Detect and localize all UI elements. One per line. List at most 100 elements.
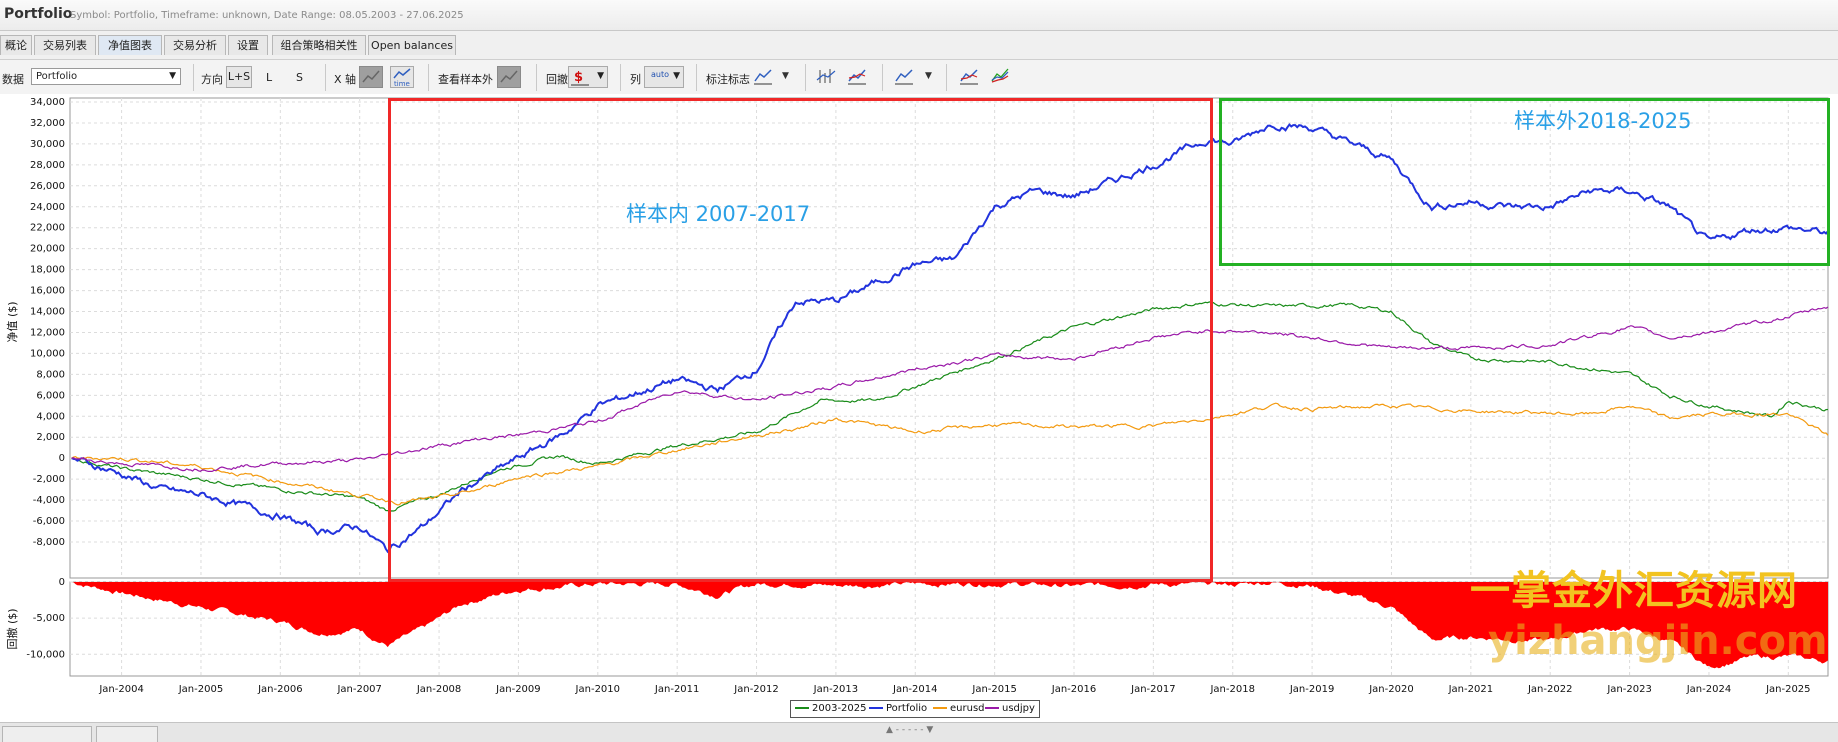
- x-tick-label: Jan-2021: [1448, 684, 1493, 695]
- tab-correlation[interactable]: 组合策略相关性: [272, 35, 366, 55]
- y-tick-label: -4,000: [33, 495, 65, 506]
- chart-mini-icon: [362, 70, 380, 83]
- separator: [193, 64, 194, 91]
- legend-label: usdjpy: [1002, 703, 1035, 714]
- in-sample-box: [388, 98, 1213, 582]
- equity-chart-area[interactable]: 34,000 32,000 30,000 28,000 26,000 24,000 22,0…: [0, 94, 1838, 722]
- y-tick-label: 6,000: [36, 390, 65, 401]
- auto-text: auto: [651, 70, 670, 79]
- window-title: Portfolio: [4, 6, 73, 22]
- y-tick-label: 12,000: [30, 327, 65, 338]
- legend-swatch: [869, 707, 883, 709]
- legend-swatch: [985, 707, 999, 709]
- drawdown-area: [71, 582, 1829, 669]
- series-line-eurusd: [71, 402, 1829, 506]
- x-tick-label: Jan-2019: [1289, 684, 1334, 695]
- separator: [805, 64, 806, 91]
- y-tick-label: 28,000: [30, 160, 65, 171]
- separator: [325, 64, 326, 91]
- legend-item: usdjpy: [985, 703, 1035, 714]
- markers-button[interactable]: [752, 66, 776, 88]
- multi-line-button[interactable]: [989, 66, 1013, 88]
- legend-swatch: [795, 707, 809, 709]
- y-tick-label: 34,000: [30, 97, 65, 108]
- chart-mini-icon: [500, 70, 518, 83]
- dropdown-arrow-icon[interactable]: ▼: [782, 71, 789, 81]
- y-tick-label: 0: [59, 453, 65, 464]
- series-line-usdjpy: [71, 306, 1829, 473]
- legend-item: 2003-2025: [795, 703, 867, 714]
- tab-equity-chart[interactable]: 净值图表: [98, 35, 162, 55]
- series-line-Portfolio: [71, 123, 1829, 554]
- y-tick-label: 8,000: [36, 369, 65, 380]
- drawdown-label: 回撤: [546, 73, 568, 86]
- y-tick-label: 20,000: [30, 244, 65, 255]
- compare-chart-button[interactable]: [958, 66, 982, 88]
- bottom-tab[interactable]: [2, 726, 92, 742]
- direction-l-button[interactable]: L: [266, 71, 273, 84]
- bottom-tab[interactable]: [96, 726, 158, 742]
- tab-open-balances[interactable]: Open balances: [368, 35, 456, 55]
- out-sample-annotation: 样本外2018-2025: [1514, 109, 1692, 133]
- x-tick-label: Jan-2008: [416, 684, 461, 695]
- x-tick-label: Jan-2022: [1527, 684, 1572, 695]
- x-tick-label: Jan-2018: [1209, 684, 1254, 695]
- columns-button[interactable]: auto ▼: [644, 66, 684, 88]
- outsample-button[interactable]: [497, 66, 521, 88]
- xaxis-bar-button[interactable]: [359, 66, 383, 88]
- y-tick-label: 2,000: [36, 432, 65, 443]
- x-tick-label: Jan-2007: [336, 684, 381, 695]
- tab-trade-list[interactable]: 交易列表: [34, 35, 96, 55]
- line-chart-icon: [754, 69, 772, 85]
- data-label: 数据: [2, 73, 24, 86]
- y-tick-label: 4,000: [36, 411, 65, 422]
- drawdown-button[interactable]: $ ▼: [568, 66, 608, 88]
- legend-label: 2003-2025: [812, 703, 867, 714]
- bar-chart-icon: [816, 69, 836, 83]
- tab-overview[interactable]: 概论: [0, 35, 32, 55]
- tab-settings[interactable]: 设置: [228, 35, 268, 55]
- y-tick-label: -2,000: [33, 474, 65, 485]
- chart-svg: 34,000 32,000 30,000 28,000 26,000 24,000 22,0…: [5, 97, 1829, 695]
- data-select[interactable]: Portfolio ▼: [31, 68, 181, 85]
- watermark-url: yizhangjin.com: [1488, 618, 1828, 664]
- x-tick-label: Jan-2010: [575, 684, 620, 695]
- tab-trade-analysis[interactable]: 交易分析: [164, 35, 226, 55]
- time-axis-text: time: [394, 80, 410, 87]
- out-sample-box: [1219, 98, 1830, 266]
- x-tick-label: Jan-2009: [495, 684, 540, 695]
- equity-chart-button[interactable]: [893, 66, 917, 88]
- x-tick-label: Jan-2005: [178, 684, 223, 695]
- trend-chart-button[interactable]: [846, 66, 870, 88]
- dropdown-arrow-icon: ▼: [169, 71, 176, 81]
- y-tick-label: 24,000: [30, 202, 65, 213]
- line-chart-icon: [960, 69, 978, 85]
- dropdown-arrow-icon[interactable]: ▼: [925, 71, 932, 81]
- x-tick-label: Jan-2012: [733, 684, 778, 695]
- direction-s-button[interactable]: S: [296, 71, 303, 84]
- x-tick-label: Jan-2013: [813, 684, 858, 695]
- x-tick-label: Jan-2024: [1686, 684, 1731, 695]
- direction-ls-button[interactable]: L+S: [226, 66, 252, 88]
- y-tick-label: 32,000: [30, 118, 65, 129]
- legend-item: Portfolio: [869, 703, 927, 714]
- separator: [696, 64, 697, 91]
- y-tick-label: 14,000: [30, 307, 65, 318]
- time-axis-icon: time: [393, 68, 411, 88]
- time-axis-button[interactable]: time: [390, 66, 414, 88]
- legend-label: Portfolio: [886, 703, 928, 714]
- y-axis-label: 净值 ($): [5, 301, 19, 342]
- x-tick-label: Jan-2020: [1368, 684, 1413, 695]
- y-tick-label: 26,000: [30, 181, 65, 192]
- x-tick-label: Jan-2023: [1606, 684, 1651, 695]
- markers-label: 标注标志: [706, 73, 750, 86]
- resize-handle-icon[interactable]: ▲ - - - - - ▼: [886, 725, 934, 735]
- columns-label: 列: [630, 73, 641, 86]
- legend-item: eurusd: [933, 703, 985, 714]
- bar-chart-button[interactable]: [815, 66, 839, 88]
- x-tick-label: Jan-2011: [654, 684, 699, 695]
- watermark-text: 一掌金外汇资源网: [1470, 568, 1798, 614]
- toolbar: 数据 Portfolio ▼ 方向 L+S L S X 轴 time 查看样本外…: [0, 59, 1838, 96]
- y-tick-label: 30,000: [30, 139, 65, 150]
- chart-legend: 2003-2025 Portfolio eurusd usdjpy: [790, 700, 1040, 718]
